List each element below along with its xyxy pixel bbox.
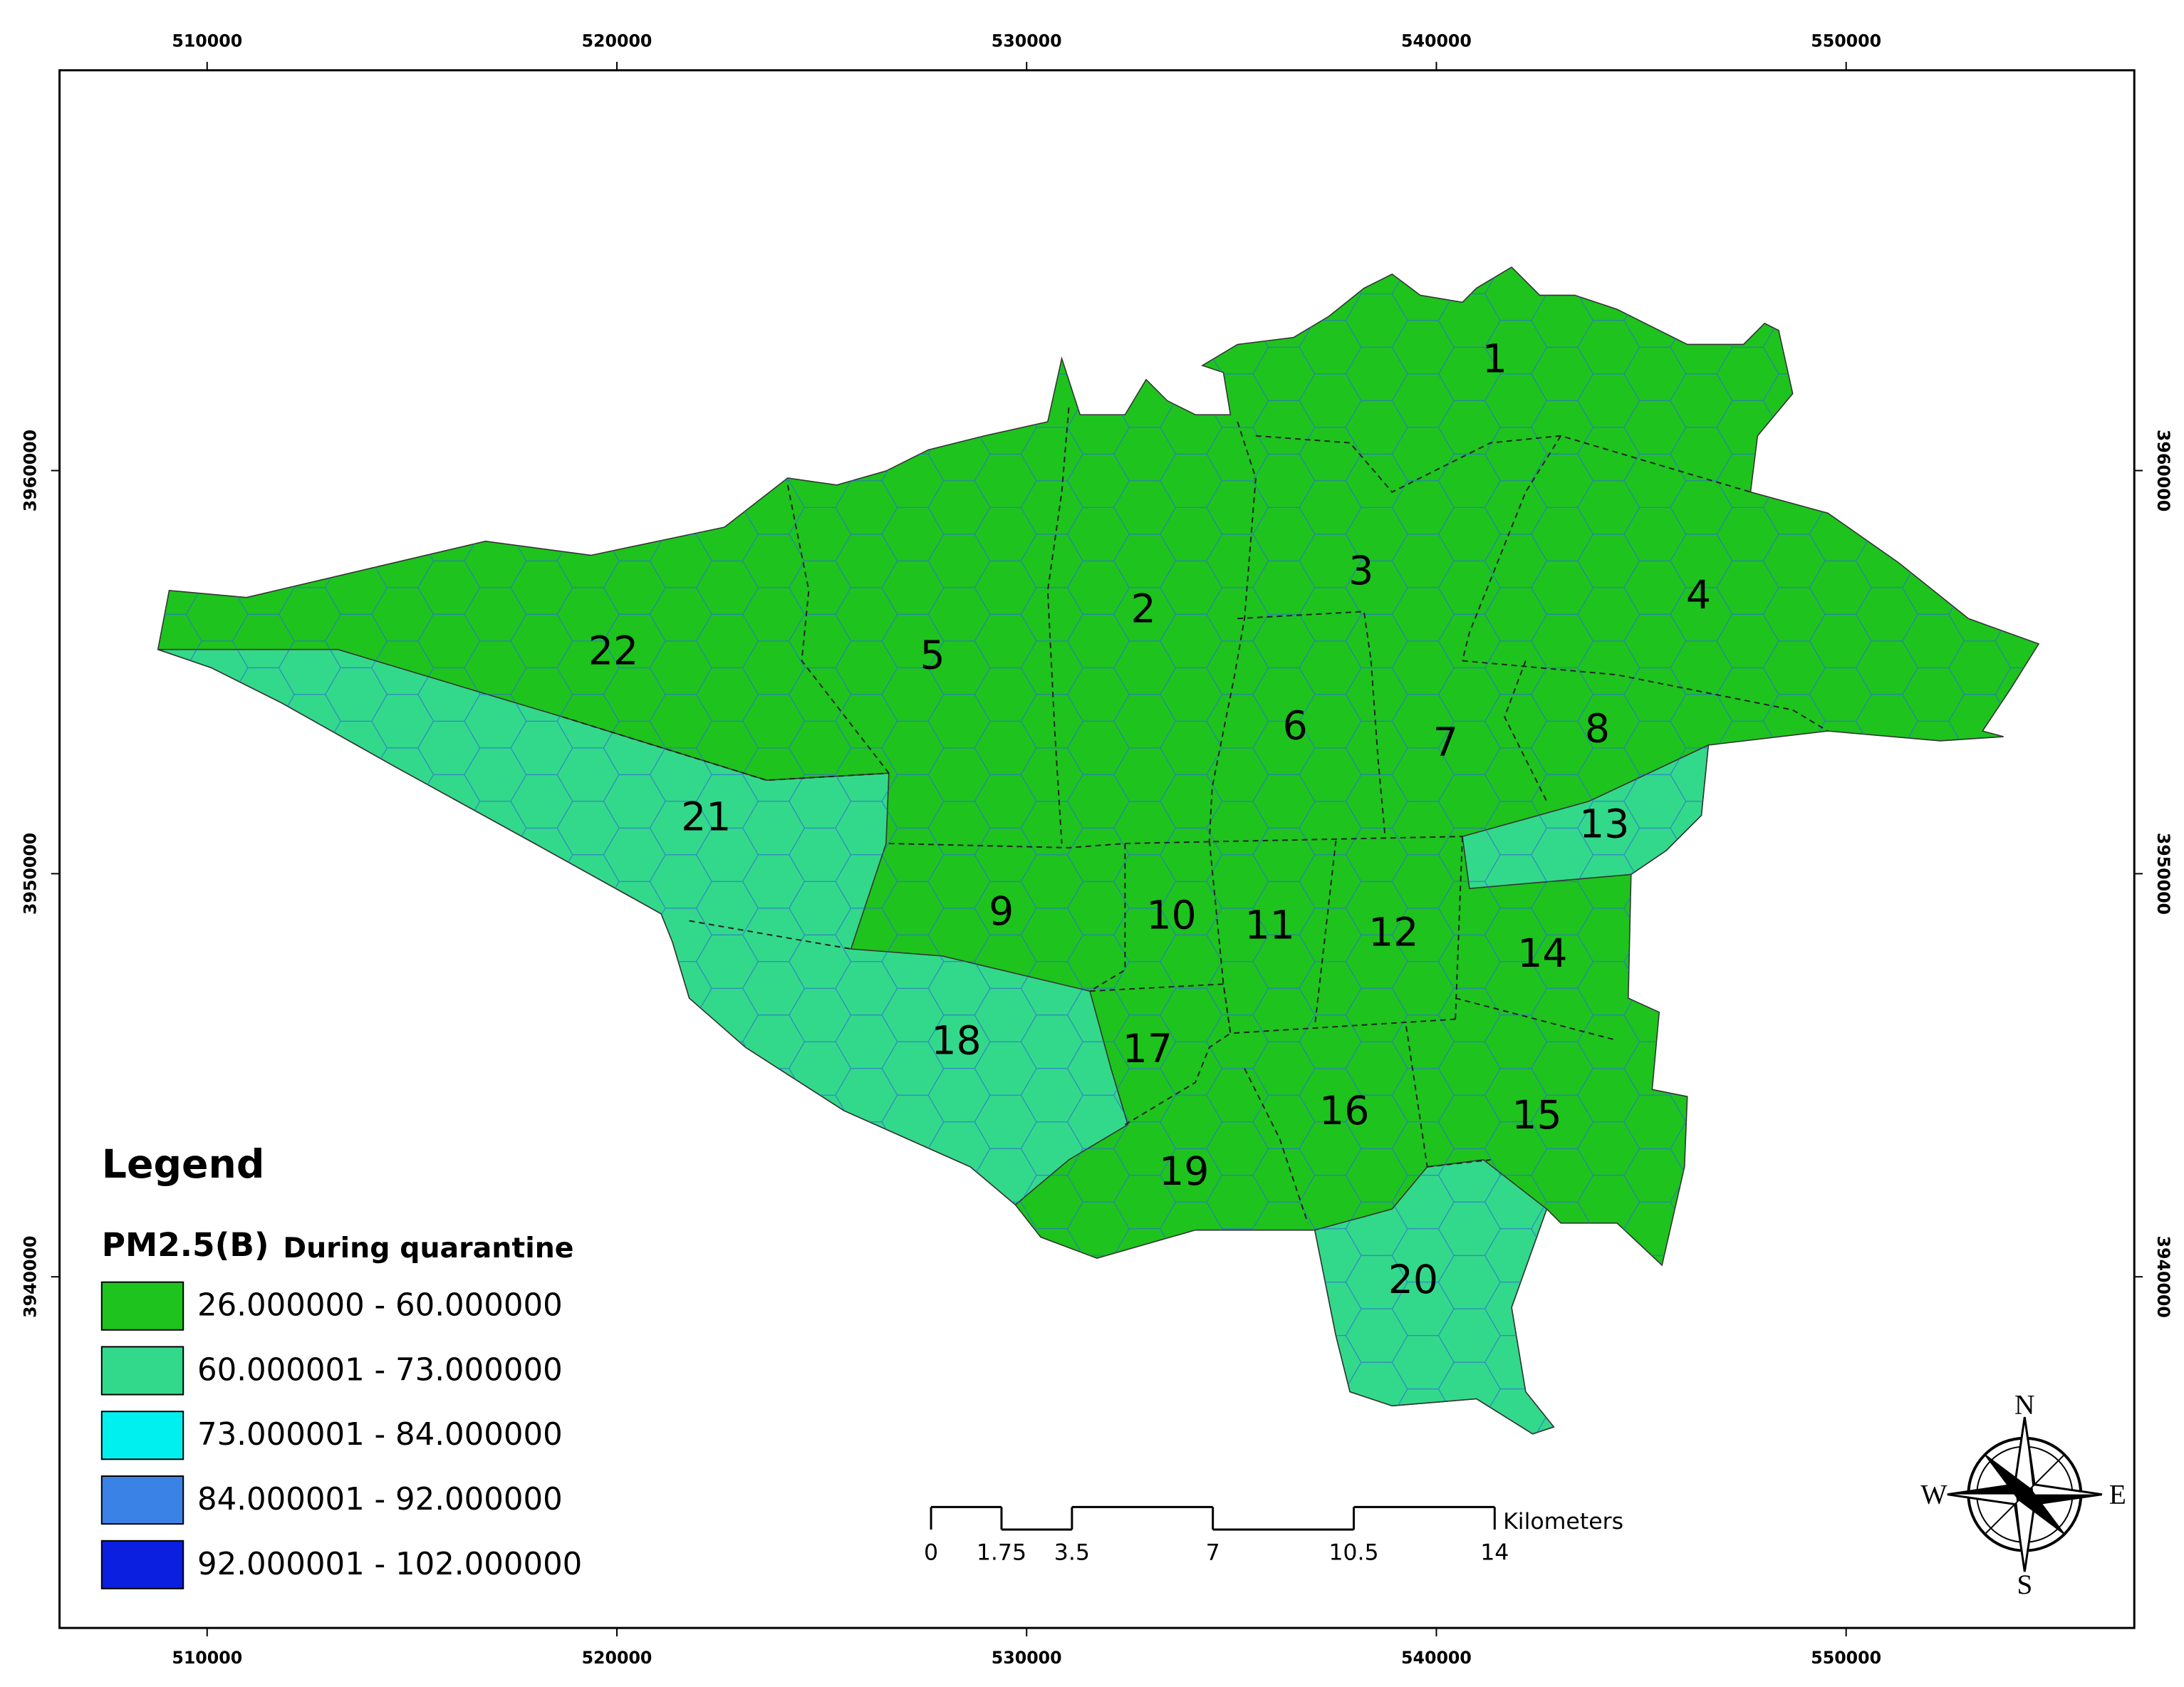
y-tick-label: 3950000 (21, 833, 41, 915)
x-tick-label: 520000 (582, 31, 652, 51)
compass-rose: N S E W (1920, 1388, 2126, 1600)
district-label: 7 (1433, 720, 1458, 766)
regions (157, 266, 2040, 1435)
legend-swatch (100, 1411, 184, 1460)
y-tick-label: 3960000 (2153, 430, 2173, 512)
district-borders (562, 408, 1829, 1224)
district-border (1244, 1068, 1309, 1224)
district-border (1208, 421, 1257, 841)
district-border (689, 920, 851, 950)
district-border (1124, 1032, 1231, 1126)
district-label: 9 (989, 889, 1014, 935)
district-border (1237, 611, 1372, 661)
x-tick-label: 540000 (1401, 1648, 1472, 1668)
x-tick-label: 530000 (992, 1648, 1062, 1668)
district-label: 16 (1319, 1089, 1369, 1134)
compass-s: S (2017, 1569, 2032, 1600)
x-tick-label: 550000 (1811, 31, 1881, 51)
legend-label: 84.000001 - 92.000000 (197, 1482, 563, 1517)
district-label: 14 (1517, 931, 1567, 977)
district-label: 17 (1123, 1027, 1172, 1072)
district-border (1504, 660, 1548, 802)
district-label: 2 (1130, 587, 1155, 633)
legend-swatch (100, 1346, 184, 1396)
scale-label: 10.5 (1328, 1540, 1378, 1566)
district-label: 20 (1388, 1257, 1438, 1303)
hex-overlay (157, 266, 2039, 1434)
compass-w: W (1920, 1479, 1948, 1510)
scale-label: 3.5 (1054, 1540, 1090, 1566)
legend-label: 60.000001 - 73.000000 (197, 1352, 563, 1388)
compass-e: E (2109, 1479, 2126, 1510)
district-border (1455, 836, 1463, 1019)
district-label: 8 (1585, 706, 1610, 752)
district-border (562, 716, 889, 782)
legend-subtitle: During quarantine (283, 1232, 573, 1265)
hex-overlay (1462, 744, 1709, 889)
x-tick-label: 550000 (1811, 1648, 1881, 1668)
district-label: 4 (1686, 573, 1711, 618)
district-border (888, 836, 1462, 848)
district-label: 3 (1348, 549, 1373, 594)
district-label: 15 (1512, 1093, 1561, 1138)
compass-n: N (2014, 1388, 2035, 1420)
x-tick-label: 530000 (992, 31, 1062, 51)
x-tick-label: 510000 (172, 1648, 242, 1668)
legend-swatch (100, 1475, 184, 1525)
district-label: 13 (1579, 801, 1629, 847)
district-border (1370, 660, 1386, 837)
legend-field: PM2.5(B) (102, 1226, 269, 1264)
scale-label: 1.75 (977, 1540, 1026, 1566)
scale-label: 7 (1206, 1540, 1220, 1566)
district-label: 5 (920, 633, 945, 679)
legend-label: 26.000000 - 60.000000 (197, 1288, 563, 1324)
district-label: 12 (1368, 910, 1418, 955)
district-label: 19 (1159, 1149, 1209, 1195)
district-border (1208, 840, 1232, 1034)
scale-label: 14 (1480, 1540, 1509, 1566)
y-tick-label: 3950000 (2153, 833, 2173, 915)
district-label: 21 (681, 795, 731, 841)
district-border (1314, 840, 1337, 1027)
district-border (1089, 844, 1126, 992)
district-label: 6 (1283, 703, 1308, 749)
scale-bar: 0 1.75 3.5 7 10.5 14 Kilometers (924, 1505, 1623, 1566)
legend-title: Legend (102, 1142, 265, 1188)
district-border (1455, 997, 1618, 1042)
district-label: 1 (1482, 336, 1507, 382)
hex-overlay (1314, 1160, 1554, 1434)
y-tick-label: 3960000 (21, 430, 41, 512)
scale-unit: Kilometers (1503, 1509, 1623, 1535)
district-border (1427, 1159, 1491, 1168)
district-border (1089, 983, 1456, 1034)
district-border (1405, 1026, 1428, 1168)
district-label: 18 (931, 1018, 981, 1064)
x-tick-label: 520000 (582, 1648, 652, 1668)
y-tick-label: 3940000 (2153, 1236, 2173, 1318)
district-label: 11 (1244, 903, 1294, 949)
district-label: 10 (1146, 893, 1196, 939)
legend-swatch (100, 1540, 184, 1589)
legend-swatch (100, 1281, 184, 1331)
legend: Legend PM2.5(B) During quarantine 26.000… (100, 1142, 582, 1589)
legend-label: 92.000001 - 102.000000 (197, 1547, 582, 1582)
x-tick-label: 540000 (1401, 31, 1472, 51)
coordinate-axes: 5100005100005200005200005300005300005400… (21, 31, 2174, 1668)
legend-label: 73.000001 - 84.000000 (197, 1417, 563, 1453)
scale-label: 0 (924, 1540, 938, 1566)
district-label: 22 (588, 629, 638, 675)
y-tick-label: 3940000 (21, 1236, 41, 1318)
district-border (1462, 660, 1829, 732)
hex-overlay (157, 649, 1128, 1205)
district-border (1462, 435, 1561, 661)
district-border (786, 484, 890, 774)
x-tick-label: 510000 (172, 31, 242, 51)
